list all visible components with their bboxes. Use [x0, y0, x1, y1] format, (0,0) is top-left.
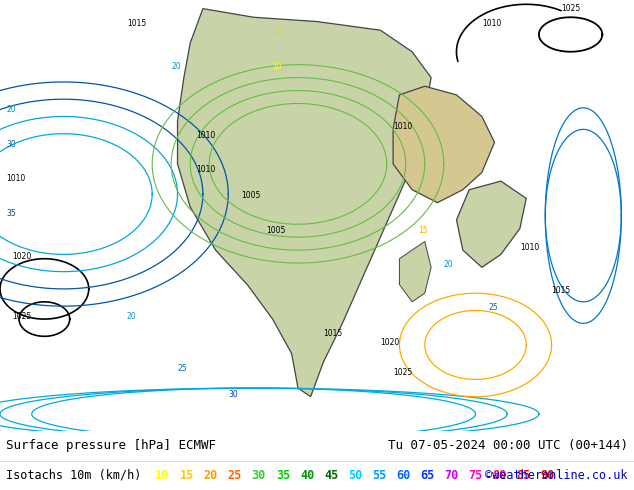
Text: 1015: 1015 [323, 329, 342, 338]
Polygon shape [399, 242, 431, 302]
Text: 1010: 1010 [197, 131, 216, 140]
Text: 25: 25 [178, 364, 187, 373]
Text: 1010: 1010 [393, 122, 412, 131]
Text: 20: 20 [204, 469, 217, 482]
Text: 20: 20 [444, 260, 453, 270]
Text: 50: 50 [348, 469, 362, 482]
Text: 15: 15 [418, 226, 428, 235]
Text: 10: 10 [155, 469, 169, 482]
Text: 1025: 1025 [393, 368, 412, 377]
Text: 45: 45 [324, 469, 338, 482]
Text: 35: 35 [6, 209, 16, 218]
Text: 85: 85 [517, 469, 531, 482]
Text: 55: 55 [372, 469, 386, 482]
Text: 30: 30 [6, 140, 16, 148]
Text: ©weatheronline.co.uk: ©weatheronline.co.uk [485, 469, 628, 482]
Text: 10: 10 [273, 62, 282, 71]
Text: 20: 20 [127, 312, 136, 321]
Text: 90: 90 [541, 469, 555, 482]
Text: 1005: 1005 [241, 192, 261, 200]
Text: 1010: 1010 [520, 243, 539, 252]
Text: 25: 25 [228, 469, 242, 482]
Text: 60: 60 [396, 469, 410, 482]
Text: Tu 07-05-2024 00:00 UTC (00+144): Tu 07-05-2024 00:00 UTC (00+144) [387, 440, 628, 452]
Text: 80: 80 [493, 469, 507, 482]
Text: 1020: 1020 [380, 338, 399, 347]
Text: 15: 15 [273, 27, 282, 36]
Text: 40: 40 [300, 469, 314, 482]
Text: 1025: 1025 [561, 4, 580, 13]
Polygon shape [178, 9, 431, 397]
Text: 75: 75 [469, 469, 482, 482]
Text: 1015: 1015 [552, 286, 571, 295]
Text: 20: 20 [6, 105, 16, 114]
Text: 25: 25 [488, 303, 498, 313]
Text: 30: 30 [252, 469, 266, 482]
Text: 1020: 1020 [13, 252, 32, 261]
Text: 30: 30 [228, 390, 238, 399]
Text: 35: 35 [276, 469, 290, 482]
Text: Isotachs 10m (km/h): Isotachs 10m (km/h) [6, 469, 149, 482]
Text: 1015: 1015 [127, 19, 146, 28]
Text: 1010: 1010 [197, 166, 216, 174]
Text: 70: 70 [444, 469, 458, 482]
Text: 1010: 1010 [6, 174, 25, 183]
Text: 65: 65 [420, 469, 434, 482]
Text: 20: 20 [171, 62, 181, 71]
Polygon shape [456, 181, 526, 268]
Polygon shape [393, 86, 495, 203]
Text: 1005: 1005 [266, 226, 286, 235]
Text: Surface pressure [hPa] ECMWF: Surface pressure [hPa] ECMWF [6, 440, 216, 452]
Text: 1010: 1010 [482, 19, 501, 28]
Text: 1025: 1025 [13, 312, 32, 321]
Text: 15: 15 [179, 469, 193, 482]
